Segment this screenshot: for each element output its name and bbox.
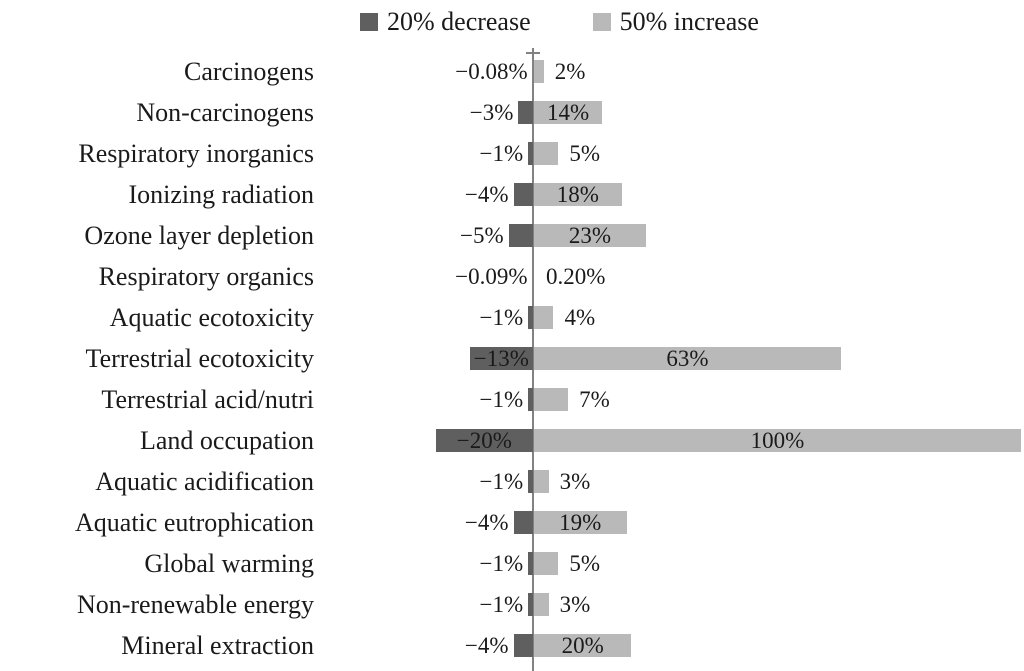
value-label-increase: 7% bbox=[579, 387, 610, 412]
bar-increase bbox=[534, 593, 549, 616]
value-label-decrease: −1% bbox=[479, 551, 524, 576]
bar-decrease bbox=[508, 224, 533, 247]
decrease-swatch-icon bbox=[360, 13, 378, 31]
value-label-increase: 3% bbox=[559, 592, 591, 617]
chart-legend: 20% decrease 50% increase bbox=[360, 6, 759, 38]
value-label-increase: 5% bbox=[569, 141, 601, 166]
value-label-decrease: −13% bbox=[473, 346, 529, 371]
bar-increase bbox=[534, 224, 646, 247]
bar-increase bbox=[534, 347, 841, 370]
value-label-increase: 19% bbox=[559, 510, 602, 535]
bar-decrease bbox=[518, 101, 533, 124]
value-label-increase: 63% bbox=[666, 346, 709, 371]
bar-decrease bbox=[528, 142, 533, 165]
value-label-decrease: −20% bbox=[456, 428, 512, 453]
category-label: Non-carcinogens bbox=[136, 98, 314, 127]
value-label-increase: 18% bbox=[556, 182, 599, 207]
bar-decrease bbox=[469, 347, 533, 370]
value-label-decrease: −1% bbox=[479, 305, 524, 330]
category-label: Respiratory organics bbox=[98, 262, 314, 291]
value-label-decrease: −0.08% bbox=[455, 59, 528, 84]
bar-decrease bbox=[528, 388, 533, 411]
legend-item-increase: 50% increase bbox=[592, 7, 759, 37]
category-label: Terrestrial acid/nutri bbox=[101, 385, 314, 414]
bar-decrease bbox=[513, 183, 533, 206]
value-label-increase: 14% bbox=[547, 100, 590, 125]
bar-increase bbox=[534, 60, 544, 83]
value-label-decrease: −4% bbox=[464, 633, 509, 658]
bar-decrease bbox=[528, 306, 533, 329]
value-label-increase: 0.20% bbox=[545, 264, 606, 289]
bar-increase bbox=[534, 101, 603, 124]
value-label-increase: 4% bbox=[564, 305, 596, 330]
value-label-increase: 100% bbox=[750, 428, 805, 453]
category-label: Terrestrial ecotoxicity bbox=[85, 344, 314, 373]
category-label: Respiratory inorganics bbox=[78, 139, 314, 168]
value-label-decrease: −1% bbox=[479, 592, 524, 617]
bar-increase bbox=[534, 429, 1021, 452]
bar-decrease bbox=[528, 552, 533, 575]
bar-increase bbox=[534, 183, 622, 206]
category-label: Land occupation bbox=[140, 426, 314, 455]
bar-decrease bbox=[528, 470, 533, 493]
category-label: Ionizing radiation bbox=[128, 180, 314, 209]
category-label: Carcinogens bbox=[184, 57, 314, 86]
bar-increase bbox=[534, 634, 632, 657]
bar-increase bbox=[534, 306, 554, 329]
axis-top-tick bbox=[526, 52, 540, 54]
bar-decrease bbox=[528, 593, 533, 616]
category-label: Aquatic acidification bbox=[95, 467, 314, 496]
value-label-decrease: −4% bbox=[464, 510, 509, 535]
legend-item-decrease: 20% decrease bbox=[360, 7, 531, 37]
category-label: Ozone layer depletion bbox=[84, 221, 314, 250]
category-label: Aquatic eutrophication bbox=[75, 508, 314, 537]
value-label-increase: 5% bbox=[569, 551, 601, 576]
value-label-decrease: −3% bbox=[469, 100, 514, 125]
bar-increase bbox=[534, 388, 569, 411]
increase-swatch-icon bbox=[592, 13, 611, 31]
category-label: Non-renewable energy bbox=[76, 590, 314, 619]
legend-label-decrease: 20% decrease bbox=[387, 7, 531, 36]
bar-increase bbox=[534, 552, 559, 575]
value-label-increase: 23% bbox=[568, 223, 612, 248]
bar-increase bbox=[534, 511, 627, 534]
value-label-increase: 3% bbox=[559, 469, 591, 494]
category-label: Aquatic ecotoxicity bbox=[109, 303, 314, 332]
value-label-decrease: −1% bbox=[479, 141, 524, 166]
value-label-decrease: −5% bbox=[460, 223, 504, 248]
bar-increase bbox=[534, 470, 549, 493]
value-label-decrease: −1% bbox=[479, 469, 524, 494]
category-axis-line bbox=[532, 48, 534, 671]
value-label-decrease: −1% bbox=[479, 387, 524, 412]
value-label-decrease: −0.09% bbox=[455, 264, 528, 289]
value-label-increase: 20% bbox=[561, 633, 604, 658]
value-label-increase: 2% bbox=[554, 59, 586, 84]
bar-decrease bbox=[513, 511, 533, 534]
legend-label-increase: 50% increase bbox=[619, 7, 759, 36]
category-label: Mineral extraction bbox=[121, 631, 314, 660]
bar-decrease bbox=[435, 429, 533, 452]
category-label: Global warming bbox=[144, 549, 314, 578]
bar-decrease bbox=[513, 634, 533, 657]
value-label-decrease: −4% bbox=[464, 182, 509, 207]
bar-increase bbox=[534, 142, 559, 165]
